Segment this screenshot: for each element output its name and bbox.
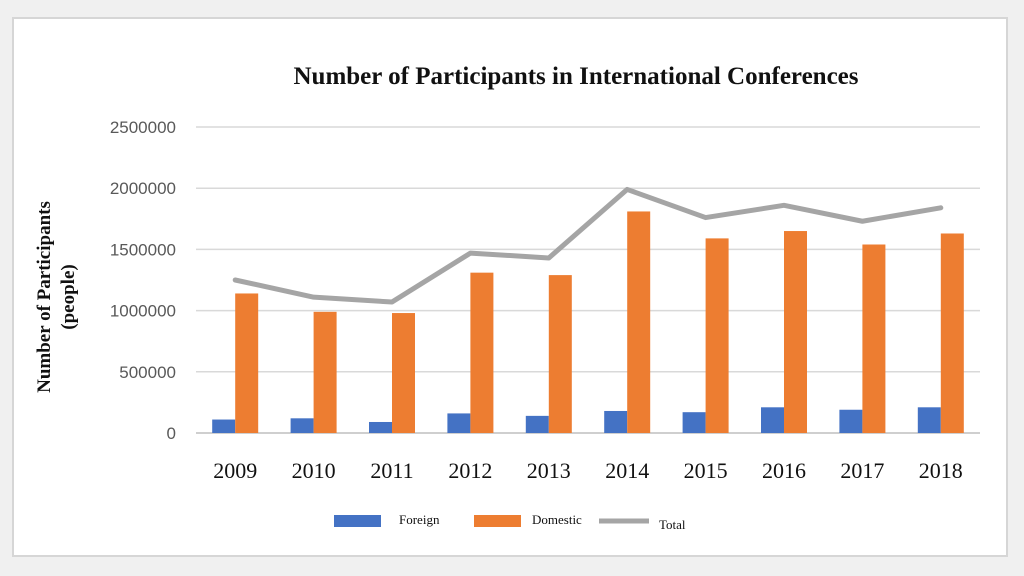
bar-domestic-2018 <box>940 233 964 433</box>
chart-frame <box>12 17 1008 557</box>
legend-label-foreign: Foreign <box>399 512 440 527</box>
bars <box>212 211 964 433</box>
bar-domestic-2011 <box>392 313 415 433</box>
y-tick-label: 0 <box>167 424 176 443</box>
legend: Foreign Domestic Total <box>334 512 686 532</box>
bar-domestic-2014 <box>627 211 651 433</box>
y-tick-labels: 0 500000 1000000 1500000 2000000 2500000 <box>110 118 176 443</box>
x-tick-label: 2017 <box>840 458 884 483</box>
bar-foreign-2010 <box>290 418 314 433</box>
x-tick-label: 2010 <box>292 458 336 483</box>
bar-domestic-2012 <box>470 272 494 433</box>
y-tick-label: 1500000 <box>110 240 176 259</box>
y-axis-label: Number of Participants (people) <box>34 201 79 393</box>
y-tick-label: 1000000 <box>110 302 176 321</box>
y-tick-label: 2000000 <box>110 179 176 198</box>
bar-domestic-2015 <box>705 238 729 433</box>
bar-domestic-2013 <box>548 275 572 433</box>
legend-label-total: Total <box>659 517 686 532</box>
x-tick-label: 2013 <box>527 458 571 483</box>
total-line <box>232 186 944 305</box>
y-tick-label: 2500000 <box>110 118 176 137</box>
bar-foreign-2011 <box>369 421 392 433</box>
bar-domestic-2016 <box>784 231 807 433</box>
bar-foreign-2017 <box>839 409 863 433</box>
x-tick-label: 2012 <box>448 458 492 483</box>
chart-title: Number of Participants in International … <box>293 63 858 90</box>
y-axis-label-line-2: (people) <box>58 264 79 329</box>
y-tick-label: 500000 <box>119 363 176 382</box>
x-tick-label: 2018 <box>919 458 963 483</box>
legend-label-domestic: Domestic <box>532 512 582 527</box>
bar-domestic-2010 <box>313 311 337 433</box>
x-tick-label: 2014 <box>605 458 649 483</box>
x-tick-label: 2009 <box>213 458 257 483</box>
legend-swatch-foreign <box>334 515 381 527</box>
bar-foreign-2009 <box>212 419 236 433</box>
legend-swatch-domestic <box>474 515 521 527</box>
bar-domestic-2009 <box>235 293 259 433</box>
bar-foreign-2018 <box>917 407 941 433</box>
line-total <box>232 186 944 305</box>
x-tick-label: 2015 <box>684 458 728 483</box>
x-tick-label: 2011 <box>370 458 413 483</box>
x-tick-labels: 2009 2010 2011 2012 2013 2014 2015 2016 2017 2018 <box>213 458 963 483</box>
bar-foreign-2016 <box>761 407 784 433</box>
bar-foreign-2012 <box>447 413 471 433</box>
bar-foreign-2014 <box>604 410 628 433</box>
bar-foreign-2013 <box>525 415 549 433</box>
bar-domestic-2017 <box>862 244 886 433</box>
bar-foreign-2015 <box>682 412 706 433</box>
y-axis-label-line-1: Number of Participants <box>34 201 55 393</box>
x-tick-label: 2016 <box>762 458 806 483</box>
